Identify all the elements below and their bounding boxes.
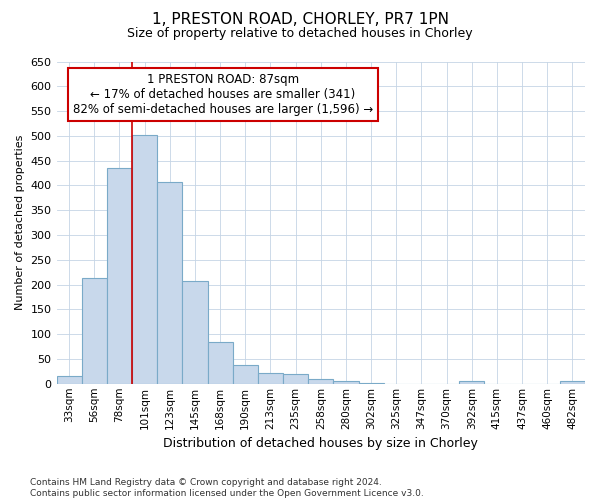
Y-axis label: Number of detached properties: Number of detached properties: [15, 135, 25, 310]
Text: Size of property relative to detached houses in Chorley: Size of property relative to detached ho…: [127, 28, 473, 40]
Bar: [132, 135, 157, 384]
Bar: [233, 365, 258, 384]
Bar: [157, 182, 182, 384]
Bar: [334, 382, 359, 384]
Bar: [182, 281, 208, 384]
Bar: [359, 383, 383, 384]
Bar: [56, 376, 82, 384]
X-axis label: Distribution of detached houses by size in Chorley: Distribution of detached houses by size …: [163, 437, 478, 450]
Text: 1, PRESTON ROAD, CHORLEY, PR7 1PN: 1, PRESTON ROAD, CHORLEY, PR7 1PN: [151, 12, 449, 28]
Bar: [283, 374, 308, 384]
Bar: [459, 382, 484, 384]
Bar: [208, 342, 233, 384]
Bar: [107, 168, 132, 384]
Bar: [308, 379, 334, 384]
Text: 1 PRESTON ROAD: 87sqm
← 17% of detached houses are smaller (341)
82% of semi-det: 1 PRESTON ROAD: 87sqm ← 17% of detached …: [73, 73, 373, 116]
Bar: [258, 373, 283, 384]
Text: Contains HM Land Registry data © Crown copyright and database right 2024.
Contai: Contains HM Land Registry data © Crown c…: [30, 478, 424, 498]
Bar: [560, 382, 585, 384]
Bar: [82, 278, 107, 384]
